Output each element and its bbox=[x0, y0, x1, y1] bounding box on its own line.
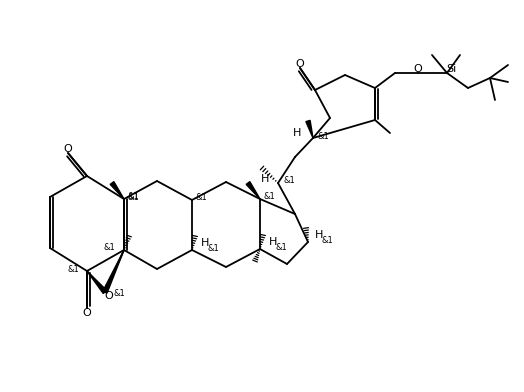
Text: H: H bbox=[315, 230, 323, 240]
Text: &1: &1 bbox=[317, 131, 329, 140]
Text: &1: &1 bbox=[67, 265, 79, 274]
Text: Si: Si bbox=[446, 64, 456, 74]
Polygon shape bbox=[103, 250, 124, 293]
Polygon shape bbox=[246, 181, 260, 199]
Text: O: O bbox=[83, 308, 91, 318]
Text: &1: &1 bbox=[322, 236, 334, 245]
Text: H: H bbox=[269, 237, 277, 247]
Text: &1: &1 bbox=[276, 243, 288, 252]
Text: &1: &1 bbox=[283, 176, 294, 185]
Text: O: O bbox=[63, 144, 72, 154]
Polygon shape bbox=[306, 120, 313, 138]
Text: O: O bbox=[105, 291, 113, 301]
Text: &1: &1 bbox=[127, 192, 139, 200]
Text: &1: &1 bbox=[195, 192, 207, 201]
Text: &1: &1 bbox=[208, 243, 220, 252]
Polygon shape bbox=[110, 181, 124, 199]
Text: &1: &1 bbox=[113, 290, 125, 298]
Text: H: H bbox=[201, 238, 210, 248]
Text: H: H bbox=[261, 174, 269, 184]
Text: &1: &1 bbox=[104, 243, 116, 252]
Text: &1: &1 bbox=[263, 192, 275, 200]
Polygon shape bbox=[87, 271, 107, 294]
Text: &1: &1 bbox=[127, 192, 139, 201]
Text: H: H bbox=[293, 128, 301, 138]
Text: O: O bbox=[413, 64, 422, 74]
Text: O: O bbox=[296, 59, 304, 69]
